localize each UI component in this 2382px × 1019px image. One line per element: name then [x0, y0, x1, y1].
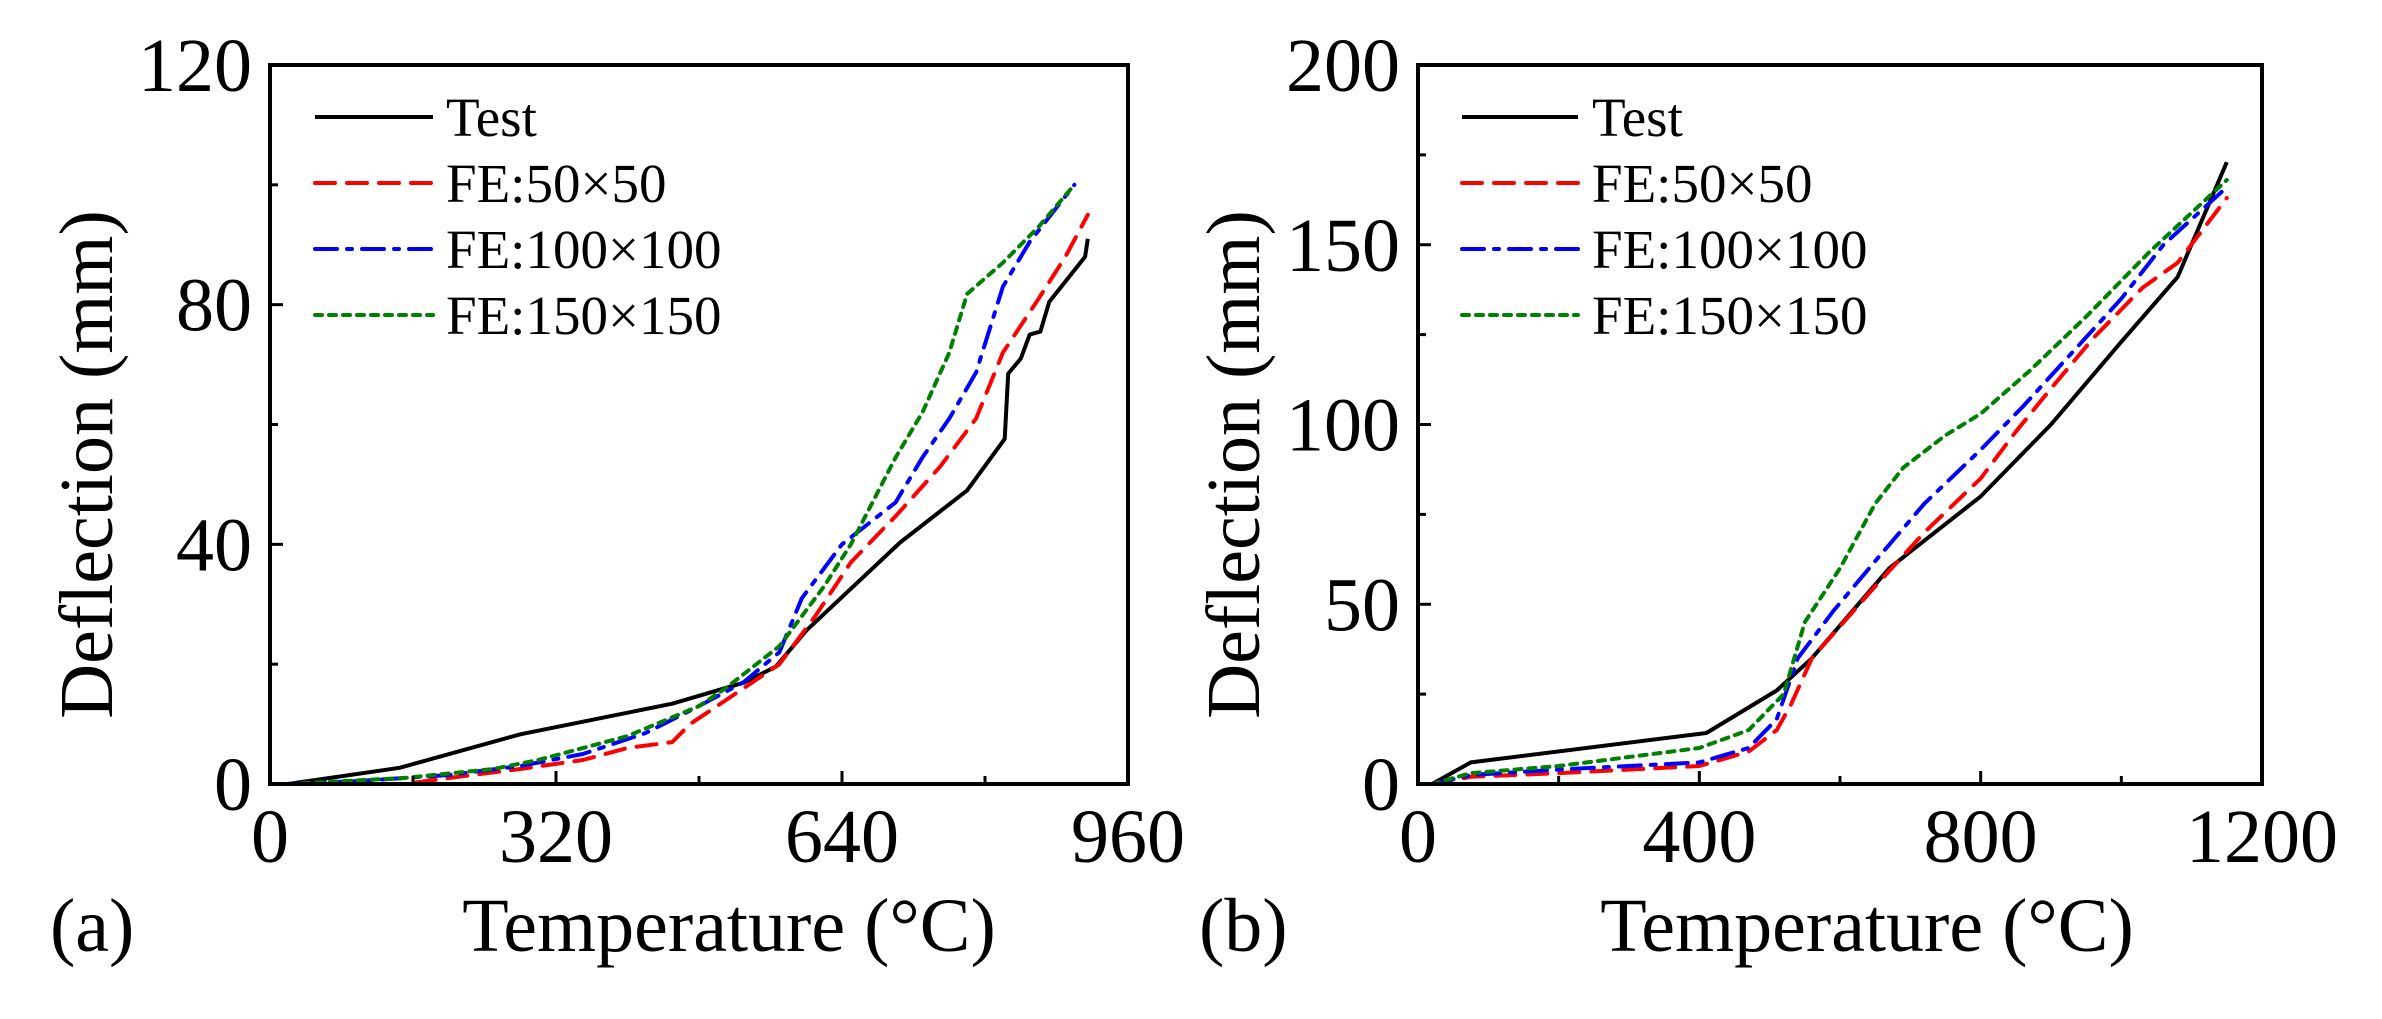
series-line-fe-150-150: [285, 182, 1077, 786]
x-tick-label: 320: [499, 795, 613, 879]
y-axis-title: Deflection (mm): [1192, 210, 1276, 719]
x-axis-title: Temperature (°C): [1600, 884, 2134, 968]
x-tick-label: 960: [1071, 795, 1185, 879]
x-tick-label: 1200: [2186, 795, 2338, 879]
x-tick-label: 0: [251, 795, 289, 879]
series-line-fe-50-50: [1430, 196, 2229, 786]
legend-label: Test: [1592, 87, 1683, 148]
legend-label: FE:50×50: [446, 153, 666, 214]
y-tick-label: 120: [138, 24, 252, 108]
y-tick-label: 100: [1286, 384, 1400, 468]
series-line-fe-150-150: [1430, 178, 2229, 786]
y-axis-title: Deflection (mm): [45, 210, 129, 719]
y-tick-label: 0: [1362, 743, 1400, 827]
chart-panel-a: 0 320 640 960 0 40 80 120 Temperature (°C) Deflec…: [45, 24, 1185, 968]
x-tick-label: 400: [1642, 795, 1756, 879]
y-tick-label: 80: [176, 264, 252, 348]
y-tick-label: 150: [1286, 204, 1400, 288]
legend-label: FE:50×50: [1592, 153, 1812, 214]
plot-frame: [1416, 63, 2264, 786]
x-axis-title: Temperature (°C): [462, 884, 996, 968]
y-tick-label: 0: [214, 743, 252, 827]
chart-panel-b: 0 400 800 1200 0 50 100 150 200 Temperature (°C) D…: [1192, 24, 2338, 968]
plot-frame: [268, 63, 1130, 786]
x-tick-label: 800: [1924, 795, 2038, 879]
series-line-test: [287, 238, 1090, 786]
y-tick-label: 40: [176, 503, 252, 587]
x-tick-label: 640: [785, 795, 899, 879]
legend-label: FE:150×150: [446, 285, 721, 346]
legend-label: FE:150×150: [1592, 285, 1867, 346]
panel-label: (b): [1199, 884, 1288, 968]
series-line-fe-100-100: [285, 182, 1077, 786]
series-line-fe-50-50: [285, 212, 1090, 786]
y-tick-label: 50: [1324, 563, 1400, 647]
legend-label: FE:100×100: [446, 219, 721, 280]
x-tick-label: 0: [1399, 795, 1437, 879]
legend-label: FE:100×100: [1592, 219, 1867, 280]
series-line-fe-100-100: [1430, 185, 2229, 786]
y-tick-label: 200: [1286, 24, 1400, 108]
panel-label: (a): [50, 884, 134, 968]
legend-label: Test: [446, 87, 537, 148]
